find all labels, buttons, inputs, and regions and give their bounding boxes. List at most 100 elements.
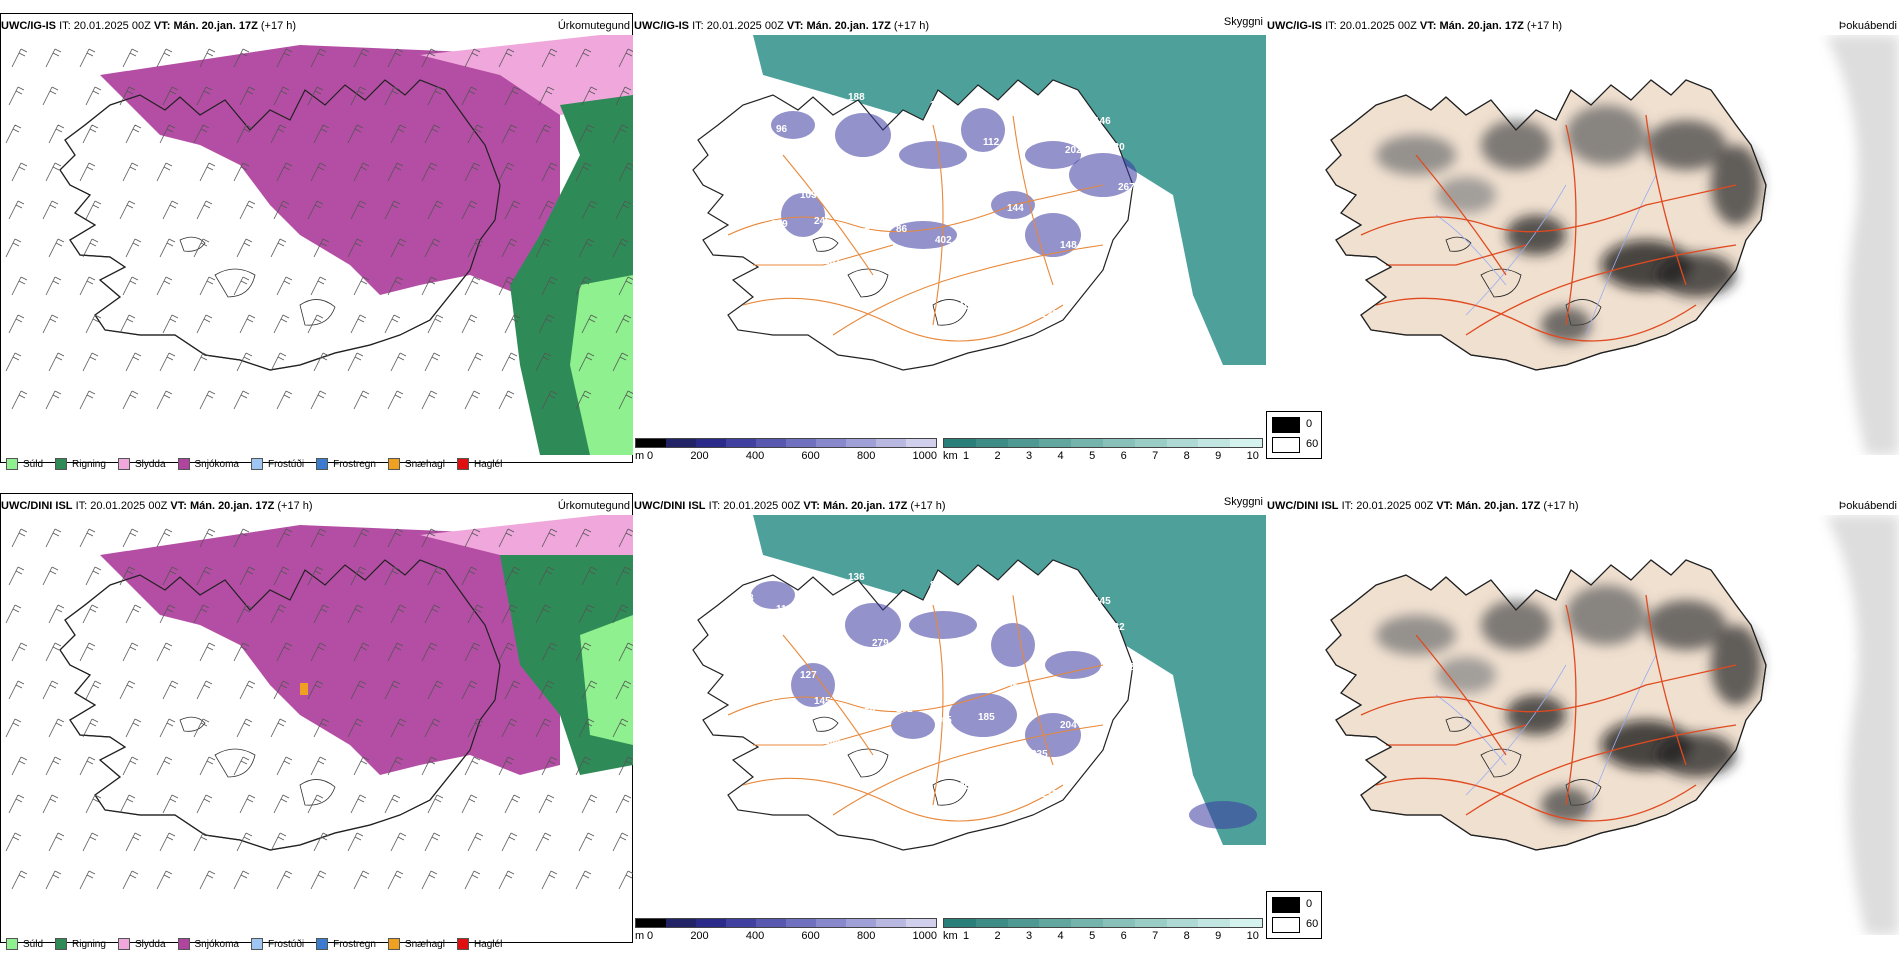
wind-barb bbox=[199, 276, 216, 296]
wind-barb bbox=[270, 352, 287, 372]
colorbar-bin bbox=[846, 919, 876, 927]
wind-barb bbox=[162, 200, 179, 220]
wind-barb bbox=[424, 238, 441, 258]
fog-blob bbox=[1656, 253, 1736, 297]
panel-title: UWC/DINI ISL IT: 20.01.2025 00Z VT: Mán.… bbox=[634, 500, 946, 512]
wind-barb bbox=[270, 832, 287, 852]
wind-barb bbox=[618, 528, 633, 548]
road-line bbox=[1375, 777, 1697, 822]
wind-barb bbox=[498, 870, 515, 890]
wind-barb bbox=[85, 314, 102, 334]
wind-barb bbox=[498, 756, 515, 776]
drizzle-area bbox=[580, 615, 633, 745]
cloud-base-label: 112 bbox=[983, 137, 1000, 148]
wind-barb bbox=[270, 124, 287, 144]
wind-barb bbox=[48, 124, 65, 144]
cloud-base-label: 241 bbox=[988, 272, 1005, 283]
cloud-base-label: 88 bbox=[901, 609, 913, 620]
wind-barb bbox=[421, 390, 438, 410]
wind-barb bbox=[424, 604, 441, 624]
cloud-base-label: 191 bbox=[949, 741, 966, 752]
cloud-base-label: 132 bbox=[1108, 622, 1125, 633]
low-cloud-base-area bbox=[1189, 801, 1257, 829]
low-cloud-base-area bbox=[1069, 153, 1137, 197]
wind-barb bbox=[464, 528, 481, 548]
cloud-base-label: 72 bbox=[795, 765, 807, 776]
cloud-base-label: 129 bbox=[723, 87, 740, 98]
cloud-base-label: 188 bbox=[848, 92, 865, 103]
wind-barb bbox=[615, 200, 632, 220]
wind-barbs bbox=[5, 48, 633, 410]
wind-barb bbox=[276, 642, 293, 662]
wind-barb bbox=[581, 680, 598, 700]
cloud-base-colorbar bbox=[635, 438, 937, 448]
cloud-base-label: 289 bbox=[1007, 683, 1024, 694]
cloud-base-label: 189 bbox=[882, 678, 899, 689]
cloud-base-label: 114 bbox=[776, 604, 793, 615]
colorbar-bin bbox=[1166, 439, 1199, 447]
cloud-base-label: 180 bbox=[925, 195, 942, 206]
river-line bbox=[1435, 214, 1507, 286]
legend-item: Haglél bbox=[456, 938, 502, 950]
wind-barb bbox=[427, 86, 444, 106]
wind-barb bbox=[82, 238, 99, 258]
wind-barb bbox=[162, 566, 179, 586]
cloud-base-label: 424 bbox=[925, 675, 942, 686]
wind-barb bbox=[618, 756, 633, 776]
wind-barb bbox=[538, 314, 555, 334]
wind-barb bbox=[615, 794, 632, 814]
wind-barb bbox=[461, 680, 478, 700]
cloud-base-label: 103 bbox=[800, 190, 817, 201]
wind-barb bbox=[196, 200, 213, 220]
low-cloud-base-area bbox=[1025, 713, 1081, 757]
wind-barb bbox=[310, 390, 327, 410]
wind-barb bbox=[42, 680, 59, 700]
colorbar-bin bbox=[1007, 919, 1040, 927]
wind-barb bbox=[156, 162, 173, 182]
cloud-base-label: 95 bbox=[829, 641, 841, 652]
colorbar-bin bbox=[944, 919, 976, 927]
wind-barb bbox=[347, 832, 364, 852]
colorbar-tick: 400 bbox=[745, 450, 765, 462]
wind-barb bbox=[193, 832, 210, 852]
panel-variable-label: Skyggni bbox=[1223, 496, 1263, 508]
colorbar-tick: 6 bbox=[1120, 450, 1127, 462]
low-cloud-base-area bbox=[845, 603, 901, 647]
fog-blob bbox=[1436, 657, 1496, 693]
wind-barb bbox=[307, 86, 324, 106]
wind-barb bbox=[122, 162, 139, 182]
wind-barb bbox=[618, 276, 633, 296]
wind-barb bbox=[390, 238, 407, 258]
colorbar-tick: 6 bbox=[1120, 930, 1127, 942]
colorbar-tick: 600 bbox=[801, 450, 820, 462]
wind-barb bbox=[236, 718, 253, 738]
low-cloud-base-area bbox=[889, 221, 957, 249]
wind-barb bbox=[276, 390, 293, 410]
low-cloud-base-area bbox=[891, 711, 935, 739]
wind-barb bbox=[501, 238, 518, 258]
wind-barb bbox=[5, 124, 22, 144]
wind-barb bbox=[196, 566, 213, 586]
cloud-base-label: 159 bbox=[761, 179, 778, 190]
visibility-colorbar bbox=[943, 918, 1263, 928]
wind-barb bbox=[42, 794, 59, 814]
cloud-base-ticks: 0 200 400 600 800 1000 bbox=[647, 930, 937, 942]
iceland-coastline-overlay bbox=[59, 559, 501, 851]
cloud-base-label: 202 bbox=[1065, 145, 1082, 156]
visibility-ticks: 1 2 3 4 5 6 7 8 9 10 bbox=[963, 930, 1259, 942]
colorbar-bin bbox=[1071, 439, 1103, 447]
legend-item: Slydda bbox=[117, 938, 166, 950]
colorbar-bin bbox=[1007, 439, 1040, 447]
cloud-base-label: 510 bbox=[737, 113, 754, 124]
cloud-base-label: 148 bbox=[771, 699, 788, 710]
legend-label: Snjókoma bbox=[194, 458, 239, 470]
wind-barb bbox=[581, 86, 598, 106]
road-line bbox=[782, 154, 874, 276]
wind-barb bbox=[350, 794, 367, 814]
fog-blob bbox=[1656, 733, 1736, 777]
wind-barb bbox=[8, 314, 25, 334]
sleet-area bbox=[420, 35, 633, 115]
fog-key-low-label: 60 bbox=[1306, 918, 1319, 930]
cloud-base-label: 159 bbox=[867, 733, 884, 744]
low-cloud-base-area bbox=[909, 611, 977, 639]
